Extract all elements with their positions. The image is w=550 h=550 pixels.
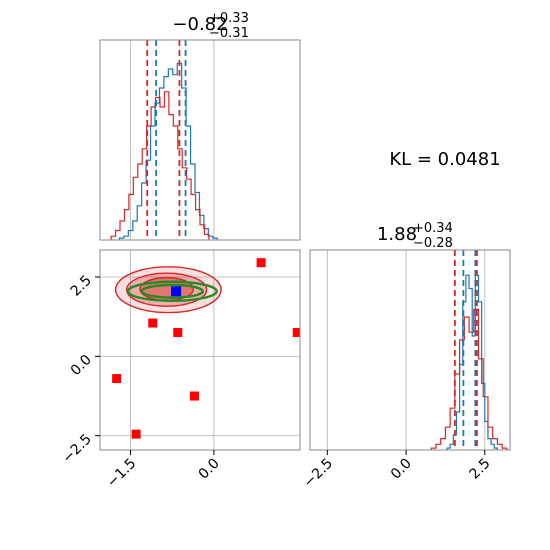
- marginal-y-title: 1.88: [377, 224, 417, 245]
- red-marker: [112, 374, 122, 384]
- axes-frame: [99, 249, 301, 451]
- x-tick-label: 2.5: [467, 456, 494, 483]
- green-contour-0: [126, 280, 218, 302]
- marginal-y-panel: −2.5 0.0 2.5: [301, 249, 511, 491]
- histogram-series-0: [118, 62, 218, 240]
- marginal-x-minus: −0.31: [209, 26, 249, 41]
- red-marker: [189, 391, 199, 401]
- axes-frame: [309, 249, 511, 451]
- marginal-y-median: 1.88: [377, 224, 417, 245]
- red-marker: [256, 258, 266, 268]
- red-marker: [148, 318, 158, 328]
- x-tick-label: −2.5: [301, 456, 336, 491]
- joint-plot-area: [100, 250, 300, 450]
- kl-annotation: KL = 0.0481: [389, 149, 500, 170]
- marginal-y-plus: +0.34: [413, 221, 453, 236]
- marginal-x-panel: [99, 39, 301, 241]
- x-tick-label: 0.0: [388, 456, 415, 483]
- y-tick-label: 2.5: [68, 272, 95, 299]
- marginal-x-plus: +0.33: [209, 11, 249, 26]
- blue-marker: [171, 286, 182, 297]
- axes-frame: [99, 39, 301, 241]
- histogram-series-1: [430, 308, 508, 450]
- green-contour-1: [140, 283, 204, 299]
- histogram-series-1: [110, 91, 210, 240]
- red-marker: [292, 328, 300, 338]
- y-tick-label: −2.5: [59, 431, 94, 466]
- red-marker: [173, 328, 183, 338]
- marginal-y-minus: −0.28: [413, 236, 453, 251]
- joint-panel: −1.5 0.0 −2.5 0.0 2.5: [59, 249, 301, 491]
- x-tick-label: −1.5: [104, 456, 139, 491]
- y-tick-label: 0.0: [68, 352, 95, 379]
- x-tick-label: 0.0: [196, 456, 223, 483]
- marginal-x-title: −0.82: [172, 14, 227, 35]
- red-marker: [131, 429, 141, 439]
- marginal-x-median: −0.82: [172, 14, 227, 35]
